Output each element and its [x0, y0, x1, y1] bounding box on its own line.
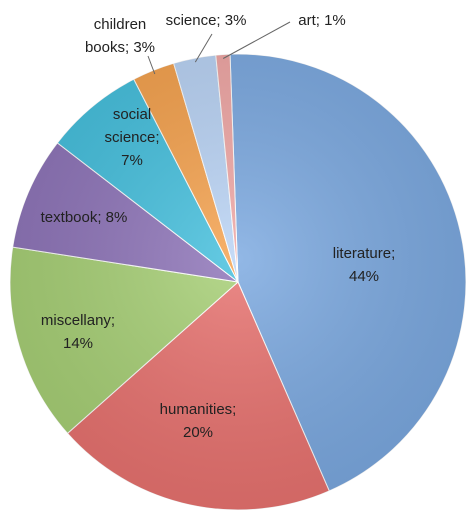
pie-slices: [9, 53, 467, 511]
slice-label-science: science; 3%: [166, 12, 247, 29]
slice-value-literature: 44%: [349, 268, 379, 285]
leader-line-science: [194, 33, 213, 63]
leader-lines: [147, 21, 291, 75]
leader-line-art: [222, 21, 291, 59]
slice-label-children-books-2: books; 3%: [85, 39, 155, 56]
slice-label-humanities: humanities;: [160, 401, 237, 418]
slice-label-social-science: social: [113, 106, 151, 123]
slice-label-art: art; 1%: [298, 12, 346, 29]
slice-label-literature: literature;: [333, 245, 396, 262]
slice-value-social-science: 7%: [121, 152, 143, 169]
slice-value-humanities: 20%: [183, 424, 213, 441]
slice-label-miscellany: miscellany;: [41, 312, 115, 329]
slice-label-textbook: textbook; 8%: [41, 209, 128, 226]
slice-label-children-books: children: [94, 16, 147, 33]
slice-value-miscellany: 14%: [63, 335, 93, 352]
slice-label-social-science-2: science;: [104, 129, 159, 146]
leader-line-children-books: [147, 55, 156, 75]
